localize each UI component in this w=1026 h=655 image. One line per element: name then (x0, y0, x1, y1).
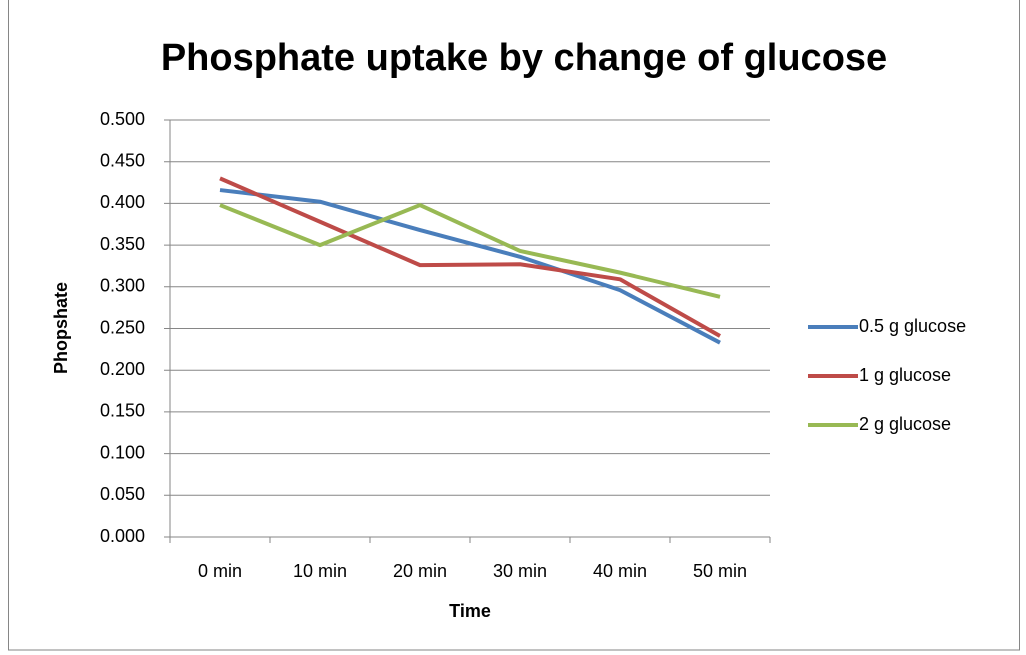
y-tick-label: 0.300 (100, 276, 145, 296)
y-tick-label: 0.250 (100, 317, 145, 337)
series-line (219, 188, 721, 345)
y-axis-label: Phopshate (51, 282, 71, 374)
y-tick-label: 0.400 (100, 192, 145, 212)
legend-label: 2 g glucose (859, 414, 951, 434)
x-tick-label: 50 min (693, 561, 747, 581)
chart-title: Phosphate uptake by change of glucose (161, 37, 887, 79)
x-axis-label: Time (449, 601, 491, 621)
y-tick-label: 0.450 (100, 150, 145, 170)
series-line (219, 176, 721, 338)
legend-label: 1 g glucose (859, 365, 951, 385)
x-tick-label: 40 min (593, 561, 647, 581)
y-tick-label: 0.200 (100, 359, 145, 379)
y-tick-label: 0.350 (100, 234, 145, 254)
series-line (219, 203, 721, 299)
legend-label: 0.5 g glucose (859, 316, 966, 336)
x-tick-label: 0 min (198, 561, 242, 581)
y-tick-label: 0.000 (100, 526, 145, 546)
x-tick-label: 20 min (393, 561, 447, 581)
y-tick-label: 0.100 (100, 442, 145, 462)
x-tick-label: 10 min (293, 561, 347, 581)
y-tick-label: 0.050 (100, 484, 145, 504)
y-tick-label: 0.150 (100, 401, 145, 421)
x-tick-label: 30 min (493, 561, 547, 581)
y-tick-label: 0.500 (100, 109, 145, 129)
